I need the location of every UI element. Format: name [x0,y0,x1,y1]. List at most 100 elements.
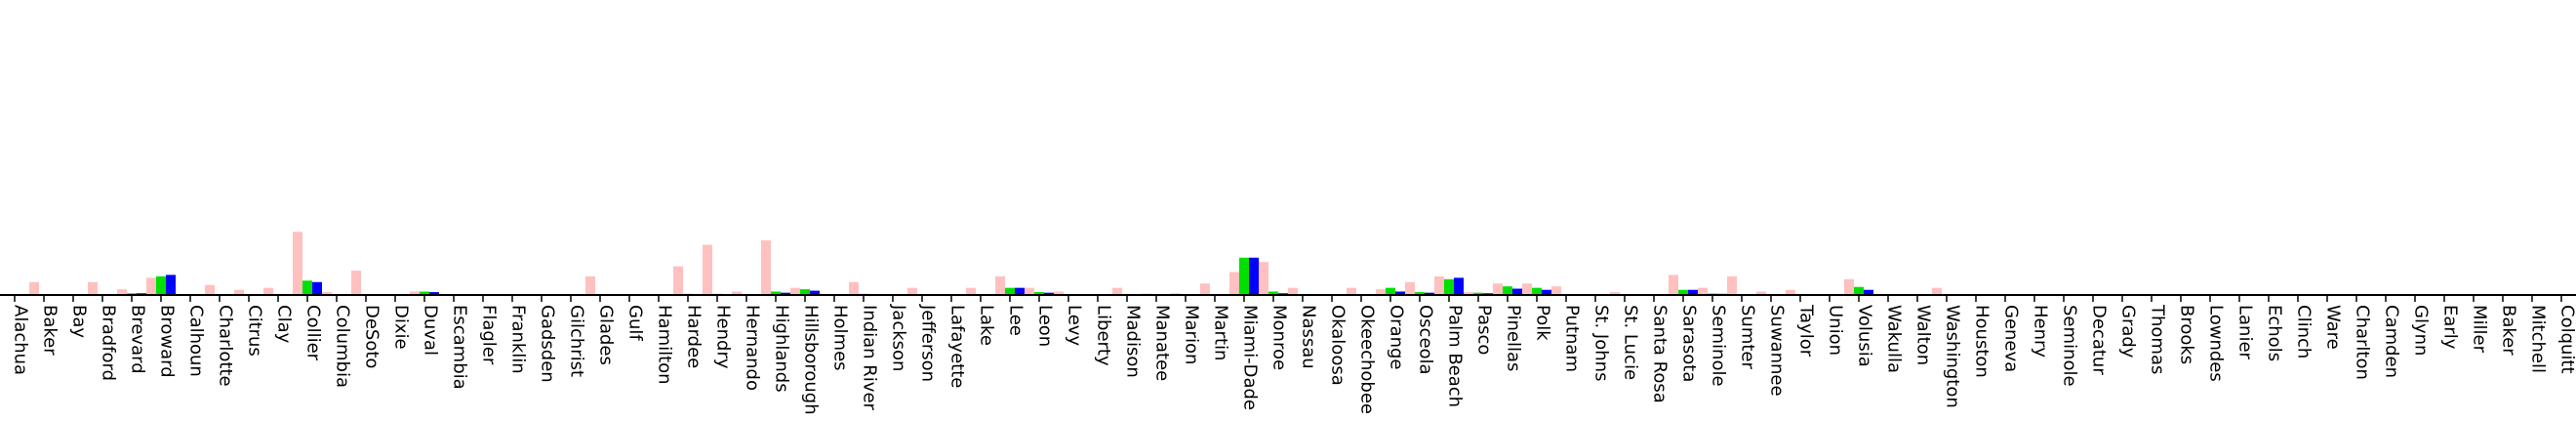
bar-42-series-1 [1239,257,1249,295]
x-tick-label-0: Alachua [11,305,31,375]
x-tick-label-55: St. Lucie [1621,305,1641,380]
x-tick-label-56: Santa Rosa [1650,305,1670,403]
x-tick-label-28: Holmes [830,305,851,371]
bar-48-series-2 [1425,292,1434,295]
bar-3-series-0 [88,281,98,295]
x-tick-label-5: Broward [157,305,178,378]
x-tick-label-43: Monroe [1269,305,1290,370]
x-tick-label-71: Decatur [2089,305,2110,375]
x-tick-label-38: Madison [1123,305,1144,378]
x-tick-label-80: Charlton [2353,305,2373,380]
bar-49-series-0 [1434,275,1444,295]
x-tick-label-65: Walton [1913,305,1934,365]
x-tick-label-83: Early [2440,305,2461,350]
x-tick-label-34: Lee [1006,305,1026,336]
x-tick-label-19: Gilchrist [567,305,587,377]
x-tick-label-44: Nassau [1299,305,1319,369]
x-tick-label-40: Marion [1182,305,1202,364]
bar-47-series-1 [1386,287,1395,295]
x-tick-label-76: Lanier [2235,305,2256,360]
x-tick-label-66: Washington [1943,305,1963,408]
x-tick-label-84: Miller [2470,305,2490,354]
bar-23-series-0 [673,266,683,295]
x-tick-label-81: Camden [2382,305,2402,378]
bar-57-series-0 [1669,274,1678,295]
bar-34-series-1 [1005,287,1015,295]
bar-29-series-0 [849,281,859,295]
x-tick-label-31: Jefferson [918,304,939,382]
x-tick-label-50: Pasco [1474,305,1495,355]
x-tick-label-41: Martin [1211,305,1231,360]
x-tick-label-53: Putnam [1562,305,1583,372]
x-tick-label-49: Palm Beach [1445,305,1466,407]
bar-43-series-1 [1268,291,1278,295]
bar-27-series-1 [800,289,810,295]
bar-5-series-2 [166,274,176,295]
x-tick-label-86: Mitchell [2528,305,2549,373]
bar-63-series-2 [1864,289,1873,295]
bar-14-series-1 [420,291,429,295]
x-tick-label-8: Citrus [245,305,265,357]
bar-34-series-2 [1015,287,1025,295]
bar-7-series-0 [205,284,215,295]
bar-66-series-0 [1932,287,1942,295]
x-tick-label-23: Hardee [684,305,704,368]
x-tick-label-67: Houston [1972,305,1992,378]
bar-51-series-2 [1512,288,1522,295]
x-tick-label-74: Brooks [2177,305,2197,364]
bar-24-series-0 [703,244,712,295]
x-tick-label-52: Polk [1533,305,1553,341]
bar-60-series-0 [1756,291,1766,295]
x-tick-label-20: Glades [596,305,617,365]
bar-63-series-1 [1854,286,1864,295]
x-tick-label-18: Gadsden [538,305,558,383]
bar-52-series-2 [1542,289,1551,295]
x-tick-labels-group: Alachua Baker Bay Bradford Brevard Broward Cal… [11,304,2576,415]
x-tick-label-85: Baker [2499,305,2519,356]
x-tick-label-11: Columbia [333,305,353,388]
bar-42-series-0 [1229,272,1239,295]
x-tick-label-77: Echols [2265,305,2285,361]
bar-25-series-0 [732,291,742,295]
x-tick-label-45: Okaloosa [1328,305,1348,386]
x-tick-label-22: Hamilton [655,305,675,385]
bar-5-series-0 [146,277,156,295]
x-tick-label-10: Collier [303,305,324,361]
bar-34-series-0 [995,275,1005,295]
bar-50-series-0 [1464,292,1473,295]
bar-26-series-0 [761,240,771,295]
x-tick-label-75: Lowndes [2206,305,2227,382]
bar-8-series-0 [234,289,244,295]
x-tick-label-70: Seminole [2060,305,2080,387]
bar-52-series-1 [1532,287,1542,295]
bar-58-series-0 [1698,287,1708,295]
bar-31-series-0 [907,287,917,295]
bar-35-series-1 [1034,292,1044,295]
bar-35-series-0 [1025,287,1034,295]
bar-1-series-0 [29,281,39,295]
x-tick-label-13: Dixie [391,305,412,350]
x-tick-label-17: Franklin [508,305,529,374]
bar-44-series-0 [1288,287,1298,295]
x-tick-label-82: Glynn [2411,305,2432,356]
x-tick-label-35: Leon [1035,305,1056,347]
bar-20-series-0 [585,275,595,295]
bar-52-series-0 [1522,283,1532,295]
bar-57-series-1 [1678,289,1688,295]
bar-55-series-0 [1610,292,1620,295]
bar-41-series-0 [1200,283,1210,295]
bar-46-series-0 [1347,287,1356,295]
x-tick-label-72: Grady [2118,305,2139,359]
x-tick-label-9: Clay [274,305,295,344]
x-tick-label-24: Hendry [713,305,734,369]
x-tick-label-32: Lafayette [947,305,968,388]
x-tick-label-25: Hernando [743,305,763,391]
x-tick-label-78: Clinch [2294,305,2314,359]
bar-61-series-0 [1786,289,1795,295]
bar-48-series-1 [1415,292,1425,295]
bar-14-series-2 [429,292,439,295]
x-tick-label-4: Brevard [128,305,148,374]
x-tick-label-21: Gulf [625,305,646,341]
bar-50-series-1 [1473,292,1483,295]
